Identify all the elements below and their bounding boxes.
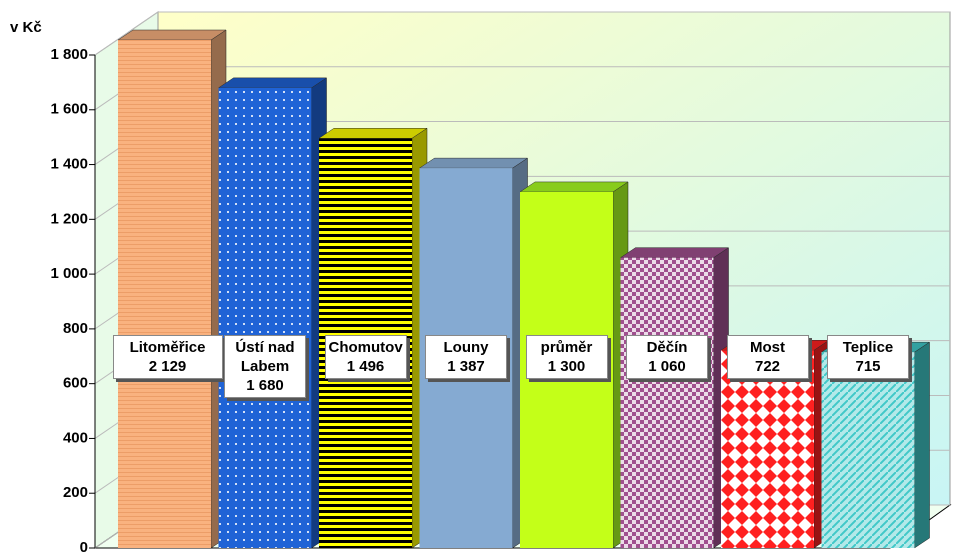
- data-label-text: 1 680: [246, 377, 284, 394]
- data-label: Teplice 715: [827, 335, 909, 379]
- data-label-text: Louny: [443, 339, 489, 356]
- bar-top: [318, 128, 428, 139]
- data-label-text: 1 300: [547, 358, 586, 375]
- y-tick-label: 1 200: [50, 210, 88, 227]
- y-tick-label: 1 800: [50, 46, 88, 63]
- data-label-text: 1 060: [648, 358, 686, 375]
- bar-pattern: [721, 350, 814, 548]
- y-tick-label: 200: [63, 484, 88, 501]
- bar-side: [914, 341, 930, 549]
- y-tick-label: 0: [80, 539, 88, 554]
- data-label: Chomutov 1 496: [324, 335, 407, 379]
- data-label: průměr 1 300: [525, 335, 608, 379]
- data-label-text: 1 496: [346, 358, 385, 375]
- y-tick-label: 1 000: [50, 265, 88, 282]
- data-label-text: průměr: [540, 339, 593, 356]
- bar-pattern: [218, 87, 312, 548]
- data-label-text: 715: [855, 358, 881, 375]
- bar-group: [619, 247, 730, 549]
- data-label-text: 722: [754, 358, 781, 375]
- y-tick-label: 1 600: [50, 101, 88, 118]
- data-label-text: 1 387: [447, 358, 485, 375]
- data-label-text: Teplice: [842, 339, 894, 356]
- data-label-text: Ústí nad Labem: [235, 339, 295, 375]
- data-label-text: Litoměřice: [129, 339, 206, 356]
- bar-top: [418, 157, 529, 169]
- bar-group: [117, 29, 227, 549]
- bar-top: [519, 181, 629, 193]
- data-label: Louny 1 387: [425, 335, 507, 379]
- data-label: Děčín 1 060: [626, 335, 708, 379]
- bar-pattern: [620, 257, 714, 548]
- bar-top: [117, 29, 227, 41]
- y-tick-label: 1 400: [50, 156, 88, 173]
- data-label-text: 2 129: [148, 358, 187, 375]
- data-label-text: Děčín: [646, 339, 688, 356]
- y-tick-label: 800: [63, 320, 88, 337]
- bar-group: [720, 339, 830, 549]
- data-label: Litoměřice 2 129: [112, 335, 223, 379]
- data-label-text: Chomutov: [328, 339, 403, 356]
- bar-group: [217, 77, 328, 549]
- bar-pattern: [821, 352, 915, 548]
- y-axis-title: v Kč: [10, 19, 42, 36]
- bar-pattern: [118, 40, 211, 548]
- data-label-text: Most: [750, 339, 785, 356]
- grid-line: [94, 11, 950, 56]
- y-tick-label: 600: [63, 375, 88, 392]
- data-label: Ústí nad Labem 1 680: [224, 335, 306, 398]
- y-tick-label: 400: [63, 429, 88, 446]
- bar-top: [619, 247, 730, 258]
- bar-top: [217, 77, 328, 89]
- data-label: Most 722: [726, 335, 809, 379]
